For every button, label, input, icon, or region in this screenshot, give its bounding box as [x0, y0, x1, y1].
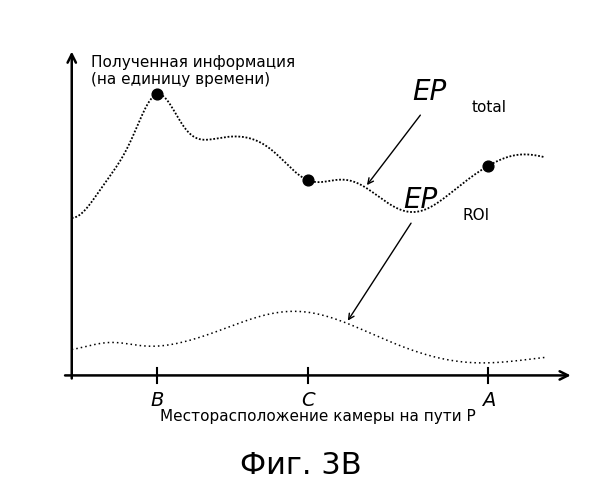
- Text: B: B: [150, 392, 163, 410]
- Point: [483, 162, 493, 170]
- Text: A: A: [481, 392, 495, 410]
- Text: total: total: [472, 100, 507, 114]
- Text: Фиг. 3B: Фиг. 3B: [240, 451, 361, 480]
- Text: EP: EP: [403, 186, 438, 214]
- Text: Месторасположение камеры на пути P: Месторасположение камеры на пути P: [160, 409, 476, 424]
- Text: EP: EP: [412, 78, 447, 106]
- Text: ROI: ROI: [462, 208, 489, 222]
- Text: C: C: [302, 392, 316, 410]
- Point: [304, 176, 313, 184]
- Point: [152, 90, 162, 98]
- Text: Полученная информация
(на единицу времени): Полученная информация (на единицу времен…: [91, 54, 295, 87]
